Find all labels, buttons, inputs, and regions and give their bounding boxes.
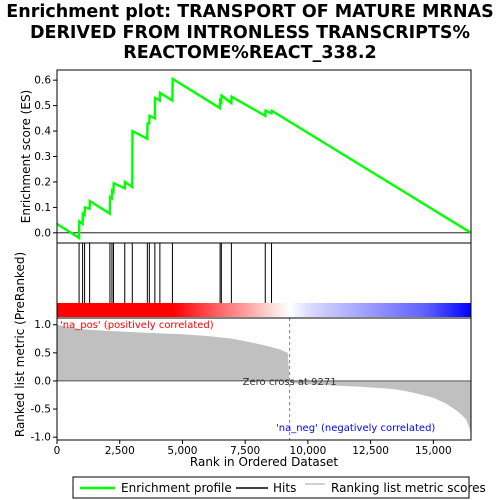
es-ytick-label-1: 0.1 xyxy=(34,202,51,214)
metric-xtick-label-6: 15,000 xyxy=(415,445,452,457)
legend: Enrichment profile Hits Ranking list metri… xyxy=(72,476,486,499)
metric-xtick-label-2: 5,000 xyxy=(167,445,197,457)
es-ylabel: Enrichment score (ES) xyxy=(19,90,33,223)
enrichment-profile-line xyxy=(56,76,472,241)
legend-enrichment-label: Enrichment profile xyxy=(121,481,232,495)
metric-xtick-label-1: 2,500 xyxy=(105,445,135,457)
metric-xtick-label-0: 0 xyxy=(54,445,61,457)
metric-xtick-label-3: 7,500 xyxy=(230,445,260,457)
metric-xlabel: Rank in Ordered Dataset xyxy=(190,455,338,469)
es-ytick-label-3: 0.3 xyxy=(34,151,51,163)
metric-xtick-label-5: 12,500 xyxy=(352,445,389,457)
positive-correlation-label: 'na_pos' (positively correlated) xyxy=(60,320,214,331)
es-ytick-label-4: 0.4 xyxy=(34,126,51,138)
es-ytick-label-0: 0.0 xyxy=(34,227,51,239)
metric-xtick-label-4: 10,000 xyxy=(290,445,327,457)
es-plot-background xyxy=(57,70,471,243)
es-ytick-label-6: 0.6 xyxy=(34,75,51,87)
metric-frame xyxy=(56,317,472,441)
ranking-color-band xyxy=(57,303,471,317)
chart-title-line-2: DERIVED FROM INTRONLESS TRANSCRIPTS% xyxy=(29,22,471,43)
metric-ytick-label-2: 0.0 xyxy=(34,375,51,387)
metric-ylabel: Ranked list metric (PreRanked) xyxy=(13,252,27,437)
chart-title-line-3: REACTOME%REACT_338.2 xyxy=(123,43,377,63)
es-ytick-label-5: 0.5 xyxy=(34,100,51,112)
hits-panel xyxy=(56,242,472,319)
chart-title-line-1: Enrichment plot: TRANSPORT OF MATURE MRN… xyxy=(6,2,494,22)
metric-panel: Zero cross at 9271 'na_pos' (positively c… xyxy=(13,252,472,469)
metric-ytick-label-3: 0.5 xyxy=(34,347,51,359)
legend-box xyxy=(72,476,470,499)
metric-ytick-label-4: 1.0 xyxy=(34,319,51,331)
zero-cross-label: Zero cross at 9271 xyxy=(243,377,337,388)
negative-correlation-label: 'na_neg' (negatively correlated) xyxy=(276,423,435,434)
legend-ranking-label: Ranking list metric scores xyxy=(331,481,486,495)
es-ytick-label-2: 0.2 xyxy=(34,176,51,188)
chart-title: Enrichment plot: TRANSPORT OF MATURE MRN… xyxy=(0,2,500,64)
legend-hits-label: Hits xyxy=(273,481,296,495)
metric-ytick-label-0: -1.0 xyxy=(31,432,52,444)
metric-ytick-label-1: -0.5 xyxy=(31,404,52,416)
